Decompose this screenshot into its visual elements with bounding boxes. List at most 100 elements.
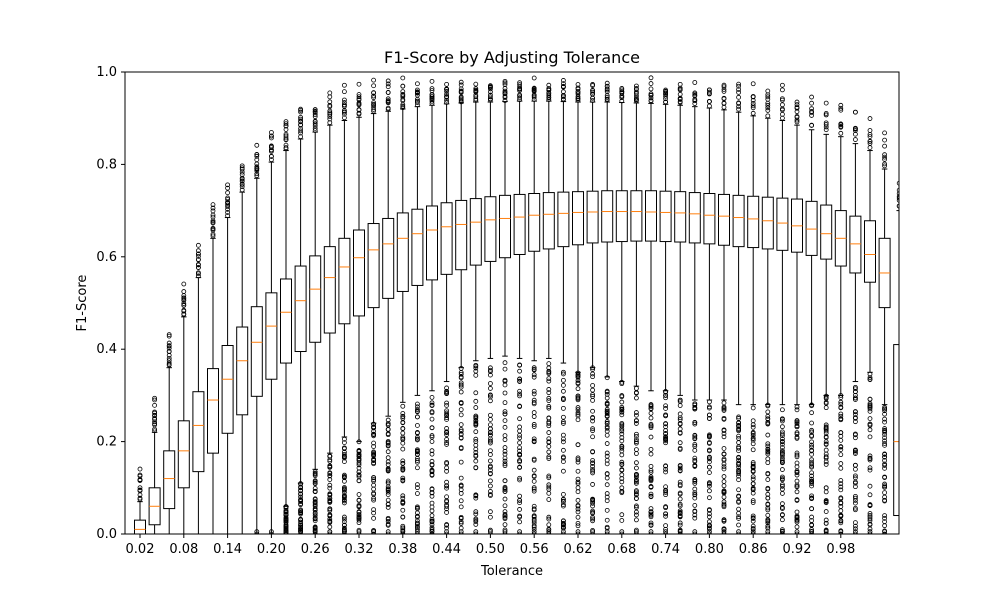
flier	[823, 111, 829, 116]
flier	[765, 443, 771, 449]
flier	[867, 404, 873, 410]
flier	[809, 457, 814, 463]
flier	[385, 489, 391, 495]
flier	[225, 200, 231, 205]
flier	[780, 96, 785, 102]
flier	[882, 463, 887, 468]
flier	[473, 511, 479, 517]
flier	[458, 482, 464, 488]
flier	[823, 439, 829, 445]
flier	[575, 514, 581, 520]
flier	[400, 523, 406, 529]
flier	[487, 86, 493, 92]
flier	[765, 409, 771, 415]
flier	[867, 416, 873, 422]
flier	[283, 507, 289, 513]
flier	[473, 446, 479, 452]
flier	[692, 509, 698, 514]
flier	[853, 473, 858, 479]
flier	[429, 527, 435, 532]
flier	[239, 187, 245, 193]
flier	[736, 467, 741, 473]
flier	[487, 92, 493, 98]
box-42	[747, 81, 760, 534]
box-iqr	[338, 237, 351, 325]
flier	[736, 445, 741, 451]
flier	[867, 511, 873, 516]
flier	[429, 402, 435, 408]
flier	[561, 421, 566, 426]
flier	[502, 390, 508, 396]
flier	[692, 492, 698, 497]
flier	[181, 308, 187, 314]
flier	[780, 506, 785, 511]
flier	[634, 531, 639, 534]
flier	[634, 488, 639, 494]
flier	[239, 166, 245, 172]
flier	[809, 109, 814, 114]
flier	[546, 514, 552, 520]
flier	[458, 525, 464, 531]
flier	[312, 471, 318, 477]
flier	[414, 520, 420, 526]
flier	[254, 171, 260, 177]
flier	[707, 495, 712, 501]
flier	[429, 416, 435, 422]
flier	[765, 416, 771, 422]
flier	[531, 388, 537, 394]
flier	[400, 461, 406, 466]
flier	[531, 372, 537, 378]
flier	[341, 82, 347, 88]
flier	[575, 86, 581, 92]
box-iqr	[776, 197, 789, 251]
flier	[239, 184, 245, 190]
flier	[780, 486, 785, 492]
flier	[341, 514, 347, 520]
flier	[765, 520, 771, 526]
flier	[502, 78, 508, 84]
flier	[736, 94, 741, 100]
flier	[765, 96, 771, 102]
flier	[882, 481, 887, 487]
flier	[853, 126, 858, 132]
flier	[823, 520, 829, 526]
box-iqr	[411, 208, 424, 286]
flier	[385, 487, 391, 493]
flier	[677, 440, 683, 446]
flier	[619, 98, 625, 104]
flier	[473, 81, 479, 87]
flier	[502, 88, 508, 94]
flier	[385, 505, 391, 510]
flier	[400, 437, 406, 442]
box-20	[426, 78, 438, 534]
flier	[750, 526, 756, 532]
flier	[458, 487, 464, 493]
flier	[809, 106, 814, 112]
box-iqr	[688, 192, 701, 244]
flier	[546, 454, 552, 460]
flier	[619, 394, 625, 400]
flier	[531, 75, 537, 81]
flier	[765, 512, 771, 518]
flier	[429, 508, 435, 514]
flier	[385, 455, 391, 461]
flier	[765, 108, 771, 113]
flier	[166, 340, 172, 346]
flier	[809, 420, 814, 426]
flier	[385, 501, 391, 507]
flier	[604, 517, 610, 523]
flier	[312, 515, 318, 521]
box-iqr	[367, 223, 380, 309]
flier	[327, 482, 333, 488]
flier	[736, 477, 741, 483]
flier	[575, 393, 581, 399]
flier	[780, 531, 785, 534]
flier	[356, 511, 362, 517]
flier	[882, 137, 887, 143]
flier	[444, 531, 449, 534]
flier	[736, 440, 741, 445]
flier	[487, 464, 493, 470]
flier	[517, 475, 522, 481]
flier	[707, 91, 712, 96]
y-tick-label: 0.2	[96, 435, 117, 450]
